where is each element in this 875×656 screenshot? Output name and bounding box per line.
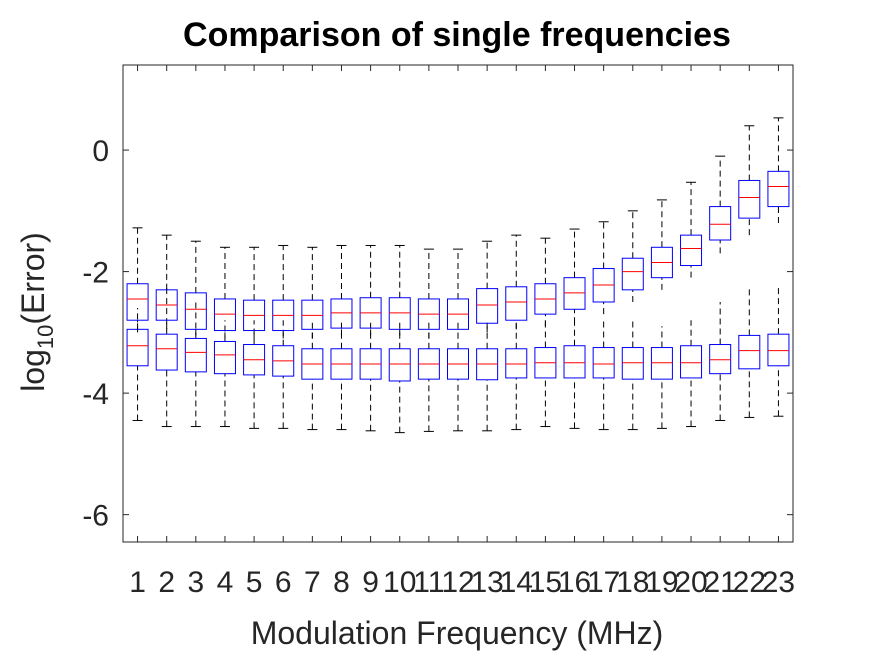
- x-tick-label: 4: [217, 566, 234, 599]
- x-tick-label: 20: [674, 566, 707, 599]
- high-group-box: [563, 277, 586, 310]
- x-tick-label: 5: [246, 566, 263, 599]
- chart-title: Comparison of single frequencies: [183, 16, 731, 54]
- y-axis-label-base: log: [15, 349, 51, 392]
- x-tick-label: 19: [645, 566, 678, 599]
- y-tick-label: -4: [82, 378, 109, 411]
- high-group-box: [126, 283, 149, 321]
- y-tick-label: -6: [82, 500, 109, 533]
- y-tick-label: -2: [82, 257, 109, 290]
- x-tick-label: 23: [762, 566, 795, 599]
- x-tick-label: 12: [441, 566, 474, 599]
- x-tick-label: 1: [129, 566, 146, 599]
- x-tick-label: 9: [362, 566, 379, 599]
- x-tick-label: 17: [587, 566, 620, 599]
- low-group-box: [709, 344, 732, 375]
- low-group-box: [621, 347, 644, 380]
- low-group-box: [155, 333, 178, 371]
- low-group-box: [184, 337, 207, 373]
- y-axis-label-rest: (Error): [15, 232, 51, 324]
- high-group-box: [301, 299, 324, 330]
- low-group-box: [767, 333, 790, 367]
- axes-frame: [122, 64, 794, 543]
- high-group-box: [388, 297, 411, 330]
- high-group-box: [767, 170, 790, 208]
- high-group-box: [330, 298, 353, 329]
- x-tick-label: 13: [470, 566, 503, 599]
- x-tick-label: 10: [383, 566, 416, 599]
- x-tick-label: 15: [529, 566, 562, 599]
- high-group-box: [184, 292, 207, 330]
- plot-area: [126, 117, 790, 434]
- x-tick-label: 14: [500, 566, 533, 599]
- high-group-box: [709, 206, 732, 241]
- low-group-box: [388, 348, 411, 382]
- low-group-box: [592, 347, 615, 379]
- x-tick-label: 16: [558, 566, 591, 599]
- x-tick-label: 7: [304, 566, 321, 599]
- low-group-box: [738, 334, 761, 370]
- low-group-box: [563, 345, 586, 379]
- x-tick-label: 6: [275, 566, 292, 599]
- high-group-box: [476, 288, 499, 324]
- y-axis-label: log10(Error): [15, 232, 58, 392]
- low-group-box: [680, 345, 703, 379]
- x-axis-label: Modulation Frequency (MHz): [251, 615, 664, 651]
- y-tick-label: 0: [92, 135, 109, 168]
- low-group-box: [213, 340, 236, 375]
- high-group-box: [505, 286, 528, 321]
- x-tick-label: 11: [413, 566, 444, 599]
- high-group-box: [738, 179, 761, 219]
- x-tick-label: 22: [733, 566, 766, 599]
- x-tick-label: 18: [616, 566, 649, 599]
- x-tick-label: 3: [187, 566, 204, 599]
- low-group-box: [650, 347, 673, 380]
- x-tick-label: 8: [333, 566, 350, 599]
- high-group-box: [621, 257, 644, 291]
- x-tick-label: 21: [703, 566, 736, 599]
- low-group-box: [126, 328, 149, 367]
- high-group-box: [213, 298, 236, 332]
- high-group-box: [680, 234, 703, 267]
- y-axis-label-subscript: 10: [33, 325, 58, 349]
- low-group-box: [505, 348, 528, 379]
- x-tick-label: 2: [158, 566, 175, 599]
- axes: 0-2-4-61 2 3 4 5 6 7 8 9 101112131415161718192021…: [82, 64, 795, 599]
